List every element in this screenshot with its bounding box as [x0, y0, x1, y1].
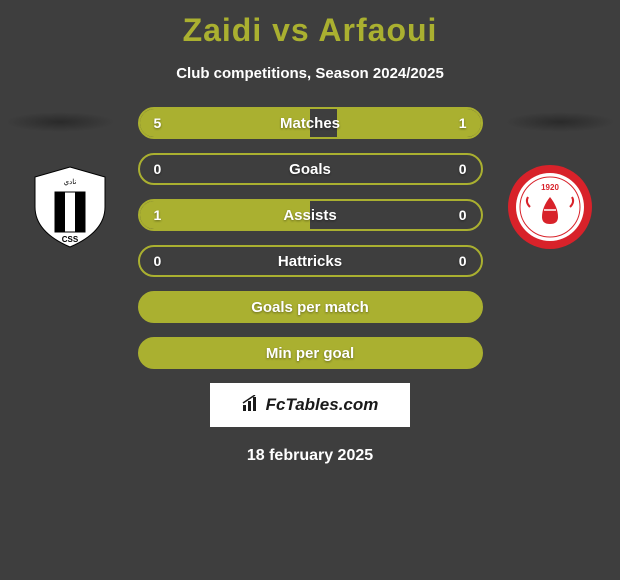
stat-row: 00Hattricks — [138, 245, 483, 277]
stat-row: 51Matches — [138, 107, 483, 139]
svg-text:CSS: CSS — [62, 235, 79, 244]
shadow-left — [5, 112, 115, 132]
stat-label: Matches — [140, 109, 481, 137]
stat-row: 10Assists — [138, 199, 483, 231]
stat-row-empty: Min per goal — [138, 337, 483, 369]
branding-text: FcTables.com — [266, 395, 379, 415]
stat-row: 00Goals — [138, 153, 483, 185]
stat-row-empty: Goals per match — [138, 291, 483, 323]
stat-label: Hattricks — [140, 247, 481, 275]
css-logo-icon: نادي CSS — [20, 162, 120, 252]
team-logo-left: نادي CSS — [20, 162, 120, 252]
chart-icon — [242, 395, 262, 416]
stat-label: Assists — [140, 201, 481, 229]
branding-badge: FcTables.com — [210, 383, 410, 427]
main-area: نادي CSS 1920 51Matches 00Goals 10Assists 0… — [0, 102, 620, 369]
svg-text:نادي: نادي — [64, 178, 77, 186]
subtitle: Club competitions, Season 2024/2025 — [0, 65, 620, 82]
stats-container: 51Matches 00Goals 10Assists 00Hattricks Goal… — [138, 102, 483, 369]
page-title: Zaidi vs Arfaoui — [0, 0, 620, 49]
svg-text:1920: 1920 — [541, 183, 559, 192]
team-logo-right: 1920 — [500, 162, 600, 252]
stat-label: Goals — [140, 155, 481, 183]
date-text: 18 february 2025 — [0, 447, 620, 465]
club-africain-logo-icon: 1920 — [500, 162, 600, 252]
shadow-right — [505, 112, 615, 132]
